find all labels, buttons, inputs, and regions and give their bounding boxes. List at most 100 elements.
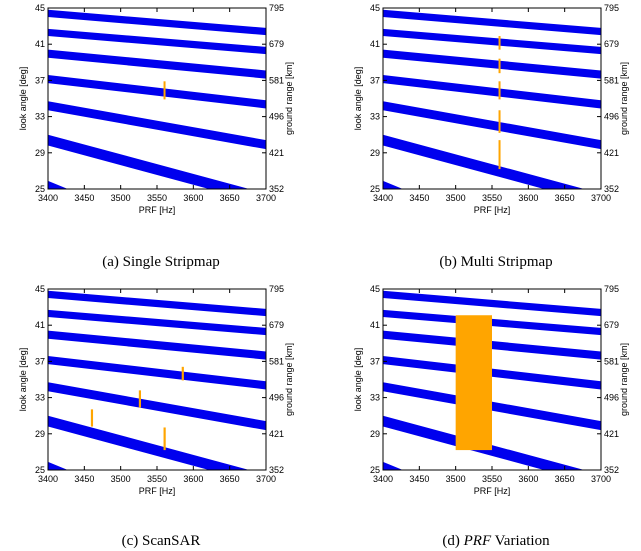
y-tick-label: 37 [370, 356, 380, 366]
panel-caption: (a) Single Stripmap [102, 254, 219, 270]
x-tick-label: 3500 [446, 474, 466, 484]
y2-tick-label: 421 [269, 429, 284, 439]
y2-tick-label: 795 [604, 284, 619, 294]
y-tick-label: 29 [35, 148, 45, 158]
x-tick-label: 3700 [591, 474, 611, 484]
y-tick-label: 45 [35, 3, 45, 13]
mark-1 [498, 140, 501, 170]
y2-tick-label: 352 [269, 465, 284, 475]
y2-tick-label: 496 [269, 393, 284, 403]
y2-tick-label: 496 [269, 112, 284, 122]
y2-axis-label: ground range [km] [619, 343, 629, 416]
x-tick-label: 3650 [555, 193, 575, 203]
y2-tick-label: 352 [604, 465, 619, 475]
y-tick-label: 37 [35, 75, 45, 85]
x-tick-label: 3500 [446, 193, 466, 203]
mark-1 [455, 315, 492, 451]
mark-5 [498, 36, 501, 50]
panel-caption: (b) Multi Stripmap [439, 254, 552, 270]
y-tick-label: 45 [35, 284, 45, 294]
y-tick-label: 25 [35, 465, 45, 475]
y2-tick-label: 581 [604, 75, 619, 85]
plot-area [48, 9, 266, 189]
band-4 [48, 74, 266, 109]
x-tick-label: 3550 [482, 474, 502, 484]
y2-tick-label: 795 [269, 284, 284, 294]
band-1 [48, 180, 68, 189]
mark-1 [163, 81, 166, 100]
y2-tick-label: 581 [269, 75, 284, 85]
band-6 [48, 28, 266, 55]
x-tick-label: 3500 [111, 193, 131, 203]
caption-italic: PRF [463, 533, 492, 549]
band-5 [383, 49, 601, 79]
x-tick-label: 3600 [183, 193, 203, 203]
band-2 [383, 134, 585, 189]
x-tick-label: 3600 [183, 474, 203, 484]
band-2 [48, 134, 250, 189]
chart-panel-2: 3400 3450 3500 3550 3600 3650 3700 25 29 33 37 41 45… [353, 3, 629, 270]
y-tick-label: 33 [370, 112, 380, 122]
band-6 [48, 309, 266, 336]
y-tick-label: 29 [370, 148, 380, 158]
y2-tick-label: 679 [604, 320, 619, 330]
x-tick-label: 3500 [111, 474, 131, 484]
x-tick-label: 3700 [256, 193, 276, 203]
x-axis-label: PRF [Hz] [139, 486, 176, 496]
mark-1 [90, 409, 94, 427]
y2-axis-label: ground range [km] [284, 62, 294, 135]
plot-area [383, 9, 601, 189]
y2-tick-label: 581 [269, 356, 284, 366]
caption-prefix: (d) [442, 533, 463, 549]
y-tick-label: 29 [370, 429, 380, 439]
y2-tick-label: 795 [604, 3, 619, 13]
x-tick-label: 3400 [373, 474, 393, 484]
chart-panel-1: 3400 3450 3500 3550 3600 3650 3700 25 29 33 37 41 45… [18, 3, 294, 270]
mark-4 [181, 366, 184, 381]
plot-area [383, 290, 601, 470]
caption-suffix: Variation [491, 533, 550, 549]
x-tick-label: 3400 [373, 193, 393, 203]
band-6 [383, 28, 601, 55]
band-5 [48, 49, 266, 79]
y2-axis-label: ground range [km] [619, 62, 629, 135]
y-tick-label: 25 [370, 465, 380, 475]
y-tick-label: 33 [35, 112, 45, 122]
y2-tick-label: 496 [604, 112, 619, 122]
band-1 [48, 461, 68, 470]
band-5 [48, 330, 266, 360]
x-tick-label: 3700 [256, 474, 276, 484]
band-2 [48, 415, 250, 470]
y-tick-label: 25 [370, 184, 380, 194]
y-axis-label: look angle [deg] [18, 348, 28, 412]
x-tick-label: 3450 [409, 474, 429, 484]
y2-tick-label: 795 [269, 3, 284, 13]
x-tick-label: 3650 [555, 474, 575, 484]
band-1 [383, 180, 403, 189]
band-3 [48, 382, 266, 431]
panel-caption: (d) PRF Variation [442, 533, 550, 549]
y2-tick-label: 421 [604, 148, 619, 158]
x-tick-label: 3550 [482, 193, 502, 203]
y-axis-label: look angle [deg] [353, 67, 363, 131]
y2-tick-label: 496 [604, 393, 619, 403]
y2-tick-label: 352 [604, 184, 619, 194]
band-7 [48, 9, 266, 36]
x-tick-label: 3450 [74, 474, 94, 484]
band-4 [48, 355, 266, 390]
mark-2 [498, 110, 501, 133]
y-tick-label: 45 [370, 3, 380, 13]
x-tick-label: 3400 [38, 193, 58, 203]
plot-area [48, 290, 266, 470]
y2-tick-label: 679 [604, 39, 619, 49]
x-tick-label: 3700 [591, 193, 611, 203]
x-tick-label: 3550 [147, 474, 167, 484]
band-7 [383, 290, 601, 317]
y-axis-label: look angle [deg] [353, 348, 363, 412]
band-7 [383, 9, 601, 36]
x-axis-label: PRF [Hz] [474, 205, 511, 215]
x-tick-label: 3450 [409, 193, 429, 203]
band-4 [383, 74, 601, 109]
y2-tick-label: 679 [269, 320, 284, 330]
